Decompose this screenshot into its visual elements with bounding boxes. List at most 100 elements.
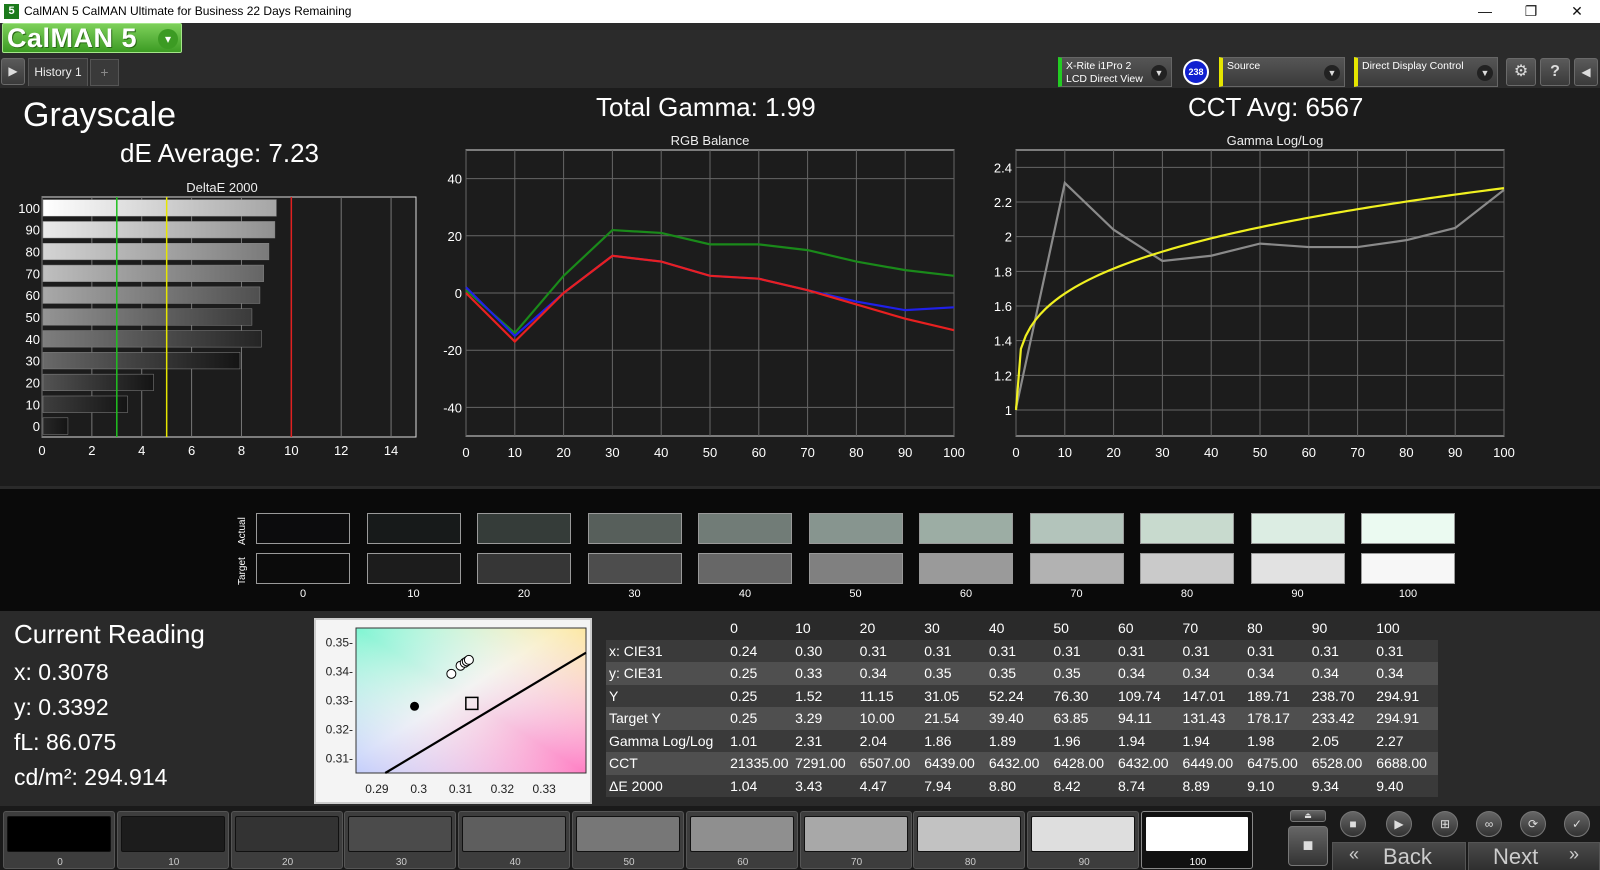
deltae-y-tick: 40: [26, 332, 40, 347]
deltae-x-tick: 12: [334, 443, 348, 458]
source-label: Source: [1227, 60, 1261, 72]
rgb-y-tick: -20: [443, 343, 462, 358]
rgb-x-tick: 10: [508, 445, 522, 460]
deltae-x-tick: 8: [238, 443, 245, 458]
refresh-icon[interactable]: ⟳: [1520, 811, 1546, 837]
table-header-cell: 60: [1114, 617, 1180, 640]
deltae-y-tick: 30: [26, 354, 40, 369]
cie-y-tick: 0.31-: [326, 752, 353, 766]
table-cell: 0.31: [985, 639, 1051, 662]
stop-icon[interactable]: ■: [1340, 811, 1366, 837]
table-cell: 0.31: [856, 639, 922, 662]
deltae-x-tick: 2: [88, 443, 95, 458]
tab-history-1[interactable]: History 1: [28, 58, 88, 86]
patch-label: 100: [1189, 857, 1207, 868]
deltae-y-tick: 0: [33, 419, 40, 434]
gamma-x-tick: 60: [1302, 445, 1316, 460]
table-cell: 294.91: [1373, 684, 1438, 707]
table-cell: 0.25: [727, 707, 793, 730]
table-cell: 0.24: [727, 639, 793, 662]
table-cell: 3.29: [792, 707, 857, 730]
swatch-label: 90: [1291, 588, 1304, 600]
table-cell: 0.25: [727, 662, 793, 685]
patch-button[interactable]: 0: [3, 811, 115, 869]
stop-square-icon[interactable]: ■: [1288, 826, 1328, 866]
gamma-chart-title: Gamma Log/Log: [1226, 133, 1324, 148]
rgb-y-tick: 40: [448, 172, 462, 187]
swatch-label: 40: [738, 588, 752, 600]
deltae-bar: [42, 330, 262, 348]
meter-badge[interactable]: 238: [1183, 59, 1209, 85]
table-cell: 94.11: [1114, 707, 1180, 730]
gamma-y-tick: 1.4: [994, 334, 1012, 349]
help-icon[interactable]: ?: [1540, 58, 1570, 86]
table-cell: 31.05: [921, 684, 986, 707]
patch-button[interactable]: 80: [913, 811, 1026, 869]
patch-button[interactable]: 40: [458, 811, 571, 869]
continuous-icon[interactable]: ∞: [1476, 811, 1502, 837]
table-cell: 6428.00: [1050, 752, 1115, 775]
table-cell: 0.31: [1179, 639, 1245, 662]
deltae-x-tick: 4: [138, 443, 145, 458]
measure-icon[interactable]: ⊞: [1432, 811, 1458, 837]
add-tab-button[interactable]: +: [90, 59, 119, 86]
patch-button[interactable]: 20: [230, 811, 343, 869]
back-button[interactable]: « Back: [1332, 842, 1466, 870]
patch-button[interactable]: 70: [799, 811, 912, 869]
logo-text: CalMAN 5: [7, 23, 138, 53]
calman-logo-menu[interactable]: CalMAN 5 ▾: [2, 23, 182, 53]
table-cell: 9.34: [1308, 774, 1374, 797]
table-header-cell: 10: [792, 617, 857, 640]
rgb-x-tick: 40: [654, 445, 668, 460]
close-button[interactable]: ✕: [1571, 3, 1583, 19]
table-row: Target Y 0.25 3.29 10.00 21.54 39.40 63.85 94.1…: [606, 707, 1438, 730]
table-cell: 2.04: [856, 729, 922, 752]
table-cell: Target Y: [606, 707, 728, 730]
minimize-button[interactable]: —: [1478, 3, 1492, 19]
collapse-left-icon[interactable]: ◀: [1574, 58, 1598, 86]
display-selector[interactable]: Direct Display Control ▼: [1354, 57, 1498, 87]
swatch-label: 30: [628, 588, 641, 600]
meter-selector[interactable]: X-Rite i1Pro 2 LCD Direct View ▼: [1058, 57, 1172, 87]
check-icon[interactable]: ✓: [1564, 811, 1590, 837]
eject-icon[interactable]: ⏏: [1290, 810, 1326, 822]
play-icon[interactable]: ▶: [1, 58, 25, 85]
deltae-bar: [42, 243, 270, 261]
cie-y-tick: 0.32-: [326, 723, 353, 737]
page-title: Grayscale: [23, 96, 177, 134]
patch-label: 80: [964, 857, 976, 868]
patch-button[interactable]: 50: [572, 811, 684, 869]
chevron-down-icon: ▼: [1477, 65, 1493, 81]
table-cell: 7291.00: [792, 752, 857, 775]
gamma-x-tick: 30: [1155, 445, 1169, 460]
cie-x-tick: 0.33: [533, 782, 557, 796]
deltae-y-tick: 90: [26, 223, 40, 238]
play-icon[interactable]: ▶: [1386, 811, 1412, 837]
deltae-bar: [42, 395, 128, 413]
source-selector[interactable]: Source ▼: [1219, 57, 1345, 87]
table-cell: 1.94: [1179, 729, 1245, 752]
patch-color: [234, 816, 339, 852]
deltae-y-tick: 20: [26, 375, 40, 390]
patch-button[interactable]: 90: [1027, 811, 1140, 869]
table-row: ΔE 2000 1.04 3.43 4.47 7.94 8.80 8.42 8.74 8.89 9…: [606, 774, 1438, 797]
table-cell: 9.40: [1373, 774, 1438, 797]
cie-x-tick: 0.31: [449, 782, 473, 796]
patch-button[interactable]: 10: [116, 811, 229, 869]
table-cell: 2.31: [792, 729, 857, 752]
patch-button[interactable]: 30: [344, 811, 457, 869]
table-cell: 1.96: [1050, 729, 1115, 752]
actual-swatch: [1140, 513, 1234, 544]
table-cell: 189.71: [1244, 684, 1309, 707]
patch-button[interactable]: 60: [685, 811, 798, 869]
maximize-button[interactable]: ❐: [1524, 3, 1538, 19]
actual-swatch: [366, 513, 461, 544]
patch-button[interactable]: 100: [1141, 811, 1253, 869]
table-cell: 2.27: [1373, 729, 1438, 752]
table-cell: x: CIE31: [606, 639, 728, 662]
gear-icon[interactable]: ⚙: [1506, 58, 1536, 86]
next-button[interactable]: Next »: [1468, 842, 1600, 870]
gamma-x-tick: 20: [1106, 445, 1120, 460]
gamma-series-line: [1014, 187, 1505, 411]
